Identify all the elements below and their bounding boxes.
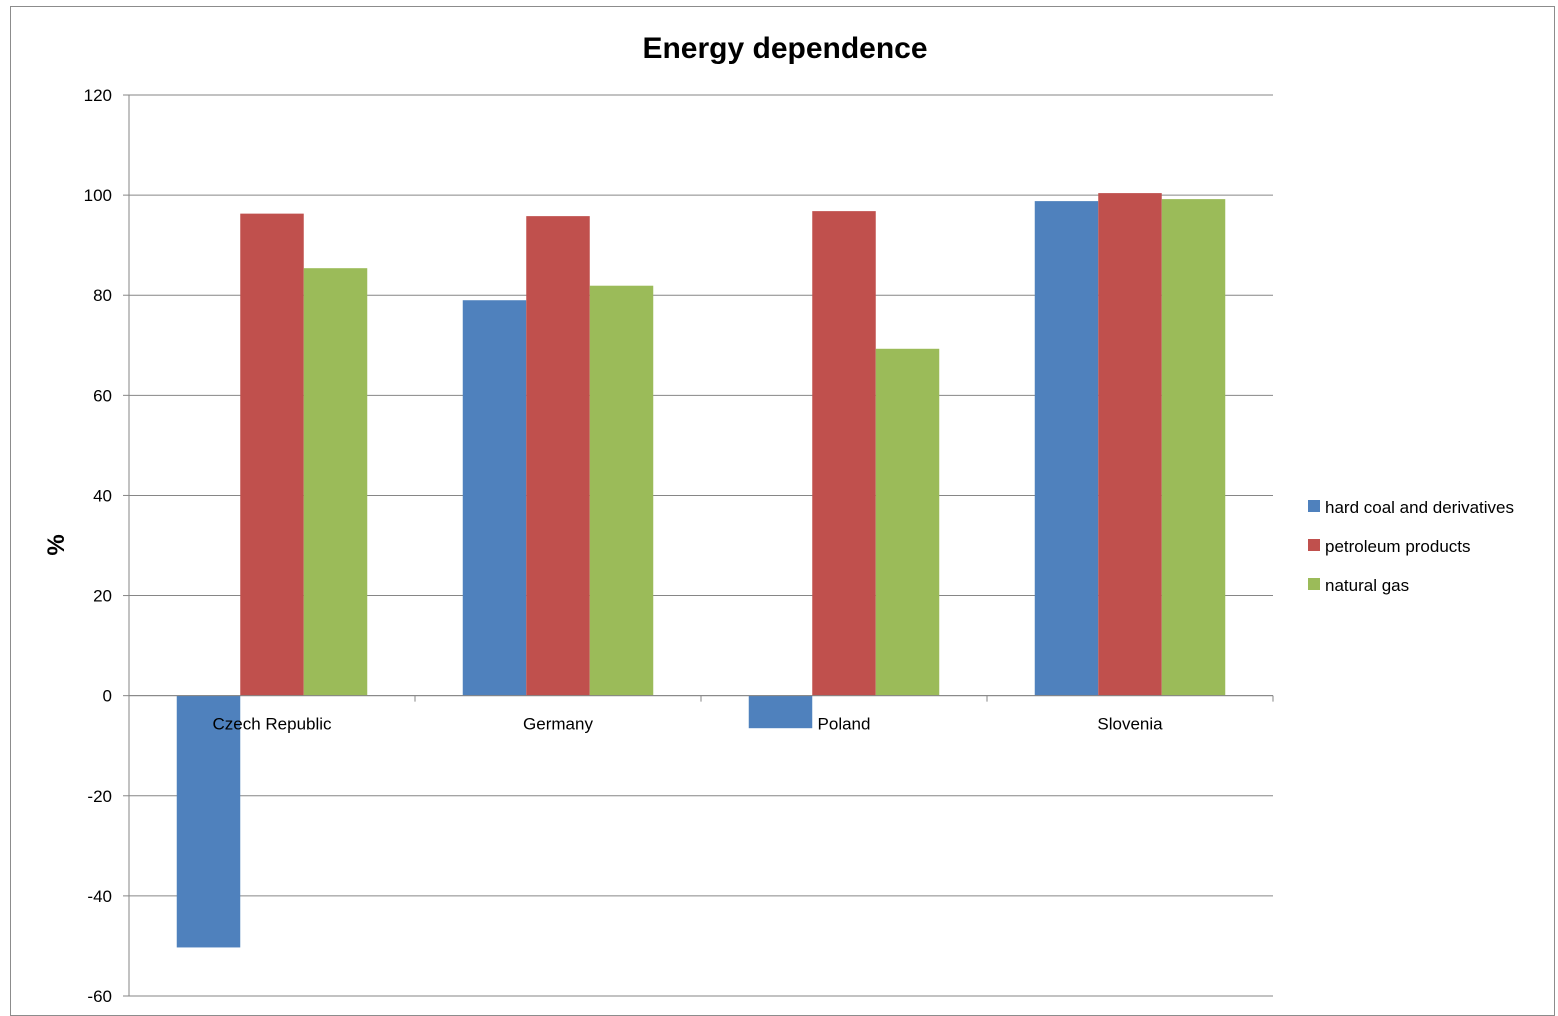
bar	[303, 268, 368, 696]
bar	[589, 285, 654, 696]
legend-swatch	[1308, 578, 1320, 590]
legend-entry: petroleum products	[1325, 537, 1471, 556]
legend-swatch	[1308, 500, 1320, 512]
y-tick-label: -20	[87, 787, 112, 806]
y-axis-label: %	[43, 534, 70, 555]
legend-swatch	[1308, 539, 1320, 551]
y-tick-label: -60	[87, 987, 112, 1006]
category-labels: Czech Republic Germany Poland Slovenia	[212, 715, 1163, 734]
bar	[176, 695, 241, 948]
bar	[526, 216, 590, 696]
x-category-label: Slovenia	[1097, 715, 1163, 734]
y-tick-label: 100	[84, 186, 112, 205]
bar	[1098, 193, 1162, 696]
bar	[812, 211, 876, 696]
x-category-label: Germany	[523, 715, 593, 734]
y-tick-label: 20	[93, 587, 112, 606]
x-category-label: Czech Republic	[212, 715, 332, 734]
y-tick-label: -40	[87, 887, 112, 906]
bar	[875, 348, 940, 696]
y-tick-label: 0	[103, 687, 112, 706]
bar	[240, 213, 304, 696]
y-tick-label: 60	[93, 386, 112, 405]
bar	[462, 300, 527, 696]
axes: -60 -40 -20 0 20 40 60 80 100 120	[84, 86, 1274, 1006]
x-category-label: Poland	[818, 715, 871, 734]
bar	[748, 695, 813, 729]
legend-entry: hard coal and derivatives	[1325, 498, 1514, 517]
chart-title: Energy dependence	[642, 32, 927, 65]
legend-entry: natural gas	[1325, 576, 1409, 595]
y-tick-label: 40	[93, 486, 112, 505]
bars	[176, 193, 1226, 948]
y-tick-label: 120	[84, 86, 112, 105]
bar	[1161, 199, 1226, 696]
legend: hard coal and derivatives petroleum produ…	[1308, 498, 1514, 595]
bar	[1034, 201, 1099, 696]
y-tick-label: 80	[93, 286, 112, 305]
